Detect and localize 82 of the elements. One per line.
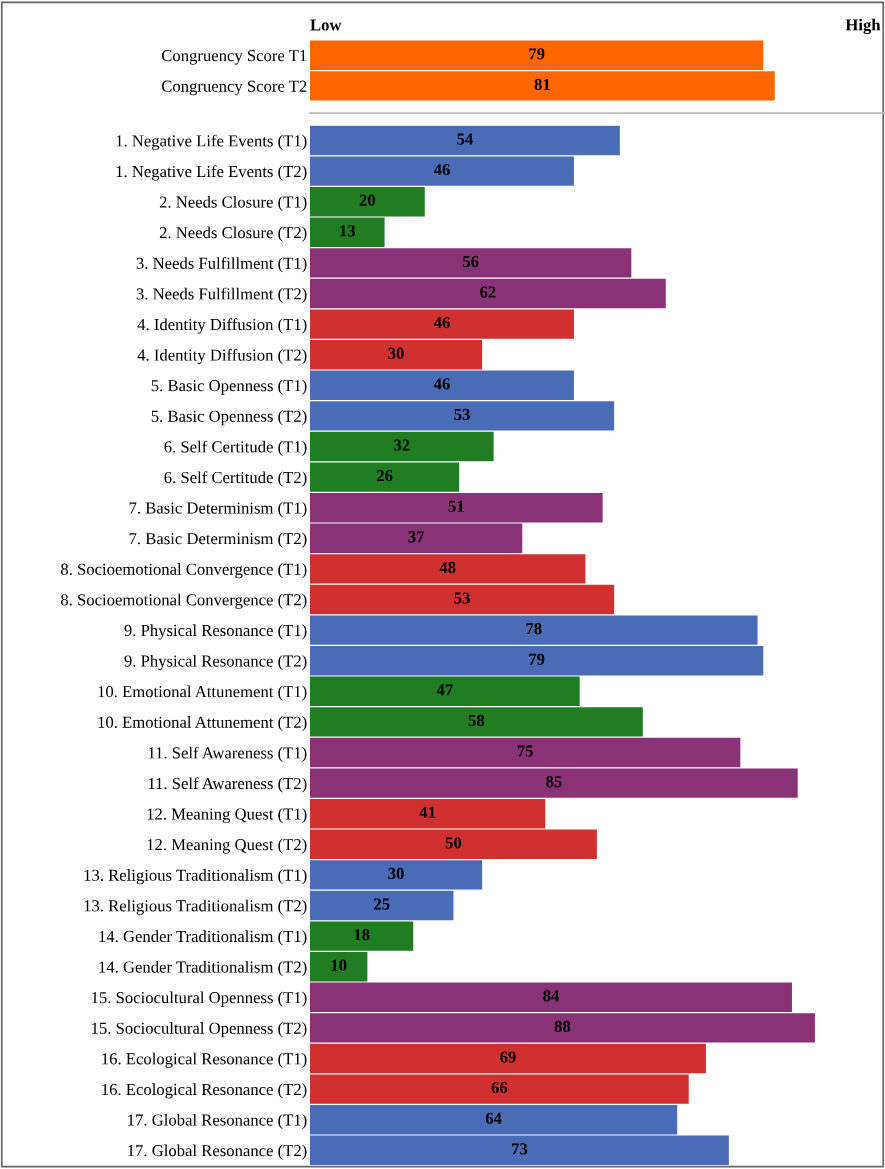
y-tick-label: 2. Needs Closure (T1) <box>159 195 307 212</box>
y-tick-label: 6. Self Certitude (T2) <box>164 471 307 487</box>
y-tick-label: 9. Physical Resonance (T1) <box>124 624 307 640</box>
y-tick-label: 1. Negative Life Events (T2) <box>116 165 307 181</box>
y-tick-label: 9. Physical Resonance (T2) <box>124 654 307 671</box>
y-tick-label: 8. Socioemotional Convergence (T2) <box>61 593 307 609</box>
bar <box>310 493 603 523</box>
data-label: 10 <box>331 959 347 971</box>
y-tick-label: 15. Sociocultural Openness (T2) <box>92 1022 307 1038</box>
data-label: 73 <box>512 1143 528 1155</box>
data-label: 20 <box>359 194 376 206</box>
bar <box>310 829 597 859</box>
data-label: 88 <box>554 1020 571 1033</box>
y-tick-label: 12. Meaning Quest (T1) <box>147 807 307 824</box>
bar <box>310 217 385 247</box>
y-tick-label: 3. Needs Fulfillment (T2) <box>136 287 307 303</box>
y-tick-label: Congruency Score T2 <box>161 80 307 96</box>
y-tick-label: 14. Gender Traditionalism (T2) <box>99 960 307 977</box>
y-tick-label: 2. Needs Closure (T2) <box>159 226 307 242</box>
y-tick-label: 7. Basic Determinism (T2) <box>129 532 307 548</box>
bar <box>310 187 425 217</box>
y-tick-label: 10. Emotional Attunement (T2) <box>98 716 307 732</box>
y-tick-label: 4. Identity Diffusion (T1) <box>137 318 307 334</box>
y-tick-label: 3. Needs Fulfillment (T1) <box>136 257 307 273</box>
bar <box>310 1105 678 1135</box>
data-label: 51 <box>448 500 464 512</box>
y-tick-label: 13. Religious Traditionalism (T2) <box>84 899 307 915</box>
data-label: 56 <box>462 255 479 268</box>
y-tick-label: 16. Ecological Resonance (T2) <box>102 1083 307 1099</box>
data-label: 46 <box>433 164 450 176</box>
y-tick-label: 7. Basic Determinism (T1) <box>129 501 307 518</box>
data-label: 85 <box>546 776 562 788</box>
y-tick-label: 10. Emotional Attunement (T1) <box>98 685 307 701</box>
y-tick-label: 16. Ecological Resonance (T1) <box>102 1052 307 1068</box>
data-label: 69 <box>500 1051 516 1063</box>
text: Low <box>310 19 342 31</box>
data-label: 47 <box>436 684 453 696</box>
bar <box>310 799 546 829</box>
data-label: 84 <box>543 990 560 1002</box>
bar <box>310 523 523 553</box>
y-tick-label: 14. Gender Traditionalism (T1) <box>99 930 307 946</box>
data-label: 46 <box>433 317 450 329</box>
y-tick-label: 15. Sociocultural Openness (T1) <box>92 991 307 1007</box>
y-tick-label: 5. Basic Openness (T2) <box>151 410 307 426</box>
y-tick-label: 1. Negative Life Events (T1) <box>116 134 307 150</box>
data-label: 64 <box>485 1112 502 1124</box>
data-label: 41 <box>419 806 436 818</box>
y-tick-label: 8. Socioemotional Convergence (T1) <box>61 563 307 579</box>
data-label: 25 <box>374 898 390 910</box>
data-label: 75 <box>517 745 533 757</box>
y-tick-label: 5. Basic Openness (T1) <box>151 379 307 395</box>
data-label: 13 <box>340 225 356 237</box>
y-tick-label: 11. Self Awareness (T2) <box>148 777 307 793</box>
data-label: 30 <box>388 867 404 880</box>
data-label: 62 <box>480 286 496 298</box>
data-label: 81 <box>534 78 550 91</box>
y-tick-label: 4. Identity Diffusion (T2) <box>137 348 307 365</box>
data-label: 18 <box>354 929 370 941</box>
data-label: 37 <box>408 531 425 543</box>
data-label: 26 <box>376 470 393 482</box>
y-tick-label: 17. Global Resonance (T2) <box>128 1144 307 1160</box>
data-label: 79 <box>529 48 545 60</box>
y-tick-label: 13. Religious Traditionalism (T1) <box>84 869 307 885</box>
y-tick-label: 11. Self Awareness (T1) <box>148 746 307 762</box>
y-tick-label: 17. Global Resonance (T1) <box>128 1113 307 1130</box>
data-label: 46 <box>433 378 450 390</box>
y-tick-label: 12. Meaning Quest (T2) <box>147 838 307 854</box>
y-tick-label: Congruency Score T1 <box>161 50 307 65</box>
data-label: 50 <box>445 837 462 849</box>
data-label: 53 <box>454 592 470 604</box>
data-label: 54 <box>457 133 473 145</box>
data-label: 32 <box>394 439 410 451</box>
y-tick-label: 6. Self Certitude (T1) <box>164 440 307 456</box>
data-label: 48 <box>439 561 456 574</box>
data-label: 78 <box>526 623 542 635</box>
data-label: 79 <box>529 653 545 665</box>
data-label: 66 <box>491 1082 508 1094</box>
data-label: 58 <box>468 714 485 727</box>
bar <box>310 1135 729 1165</box>
text: High <box>845 18 881 34</box>
data-label: 30 <box>388 347 404 359</box>
data-label: 53 <box>454 408 470 421</box>
